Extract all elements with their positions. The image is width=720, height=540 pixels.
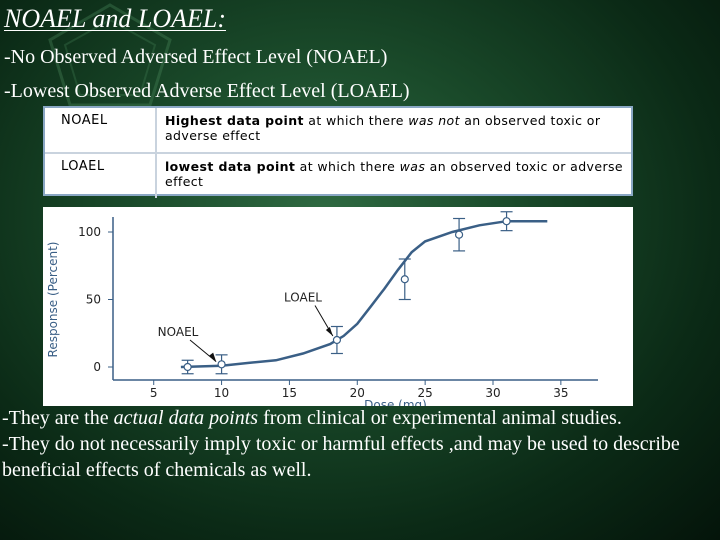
data-point: [217, 360, 226, 369]
dose-response-curve: [180, 219, 548, 369]
note-1: -They are the actual data points from cl…: [2, 405, 714, 431]
data-point: [332, 335, 342, 345]
description-loael: lowest data point at which there was an …: [155, 154, 631, 198]
x-tick-label: 5: [150, 386, 158, 400]
desc-italic: was: [399, 159, 426, 174]
desc-italic: was not: [408, 113, 460, 128]
annotation-arrow: [189, 339, 217, 362]
note-2: -They do not necessarily imply toxic or …: [2, 431, 714, 483]
annotation-label: NOAEL: [158, 325, 199, 339]
data-point: [502, 217, 511, 226]
note-italic: actual data points: [113, 407, 259, 429]
x-tick-label: 10: [214, 386, 229, 400]
note-text: from clinical or experimental animal stu…: [258, 407, 622, 429]
x-axis-label: Dose (mg): [364, 398, 427, 406]
annotation-arrowhead: [209, 352, 217, 362]
noael-definition: -No Observed Adversed Effect Level (NOAE…: [4, 46, 388, 68]
desc-text: an observed toxic or adverse effect: [165, 113, 601, 143]
desc-text: at which there: [295, 159, 400, 174]
note-text: -They do not necessarily imply toxic or …: [2, 433, 680, 481]
dose-response-chart: 0 50 100 5 10 15 20 25 30 35 Dose (mg) Response (Pe…: [43, 207, 633, 406]
annotation-label: LOAEL: [284, 291, 322, 305]
data-point: [400, 275, 409, 284]
x-tick-label: 35: [553, 386, 568, 400]
desc-text: an observed toxic or adverse effect: [165, 159, 623, 189]
y-axis-label: Response (Percent): [46, 242, 60, 358]
desc-bold: lowest data point: [165, 159, 296, 174]
annotation-arrowhead: [325, 326, 333, 336]
x-tick-label: 25: [418, 386, 433, 400]
chart-svg: 0 50 100 5 10 15 20 25 30 35 Dose (mg) Response (Pe…: [46, 211, 598, 406]
note-text: -They are the: [2, 407, 114, 429]
x-tick-label: 15: [282, 386, 297, 400]
x-tick-label: 30: [485, 386, 500, 400]
y-tick-label: 100: [78, 225, 101, 239]
data-point: [454, 230, 464, 239]
term-noael: NOAEL: [61, 113, 108, 128]
data-point: [183, 362, 192, 372]
table-row: NOAEL Highest data point at which there …: [45, 108, 631, 154]
term-loael: LOAEL: [61, 159, 105, 174]
description-noael: Highest data point at which there was no…: [155, 108, 631, 152]
loael-definition: -Lowest Observed Adverse Effect Level (L…: [4, 80, 410, 102]
background-emblem: [48, 3, 172, 107]
desc-text: at which there: [303, 113, 409, 128]
desc-bold: Highest data point: [165, 113, 304, 128]
bottom-notes: -They are the actual data points from cl…: [2, 405, 714, 483]
definition-table: NOAEL Highest data point at which there …: [43, 106, 633, 198]
table-row: LOAEL lowest data point at which there w…: [45, 154, 631, 198]
slide-title: NOAEL and LOAEL:: [4, 4, 226, 33]
x-tick-label: 20: [350, 386, 365, 400]
y-tick-label: 50: [86, 293, 101, 307]
y-tick-label: 0: [93, 360, 101, 374]
